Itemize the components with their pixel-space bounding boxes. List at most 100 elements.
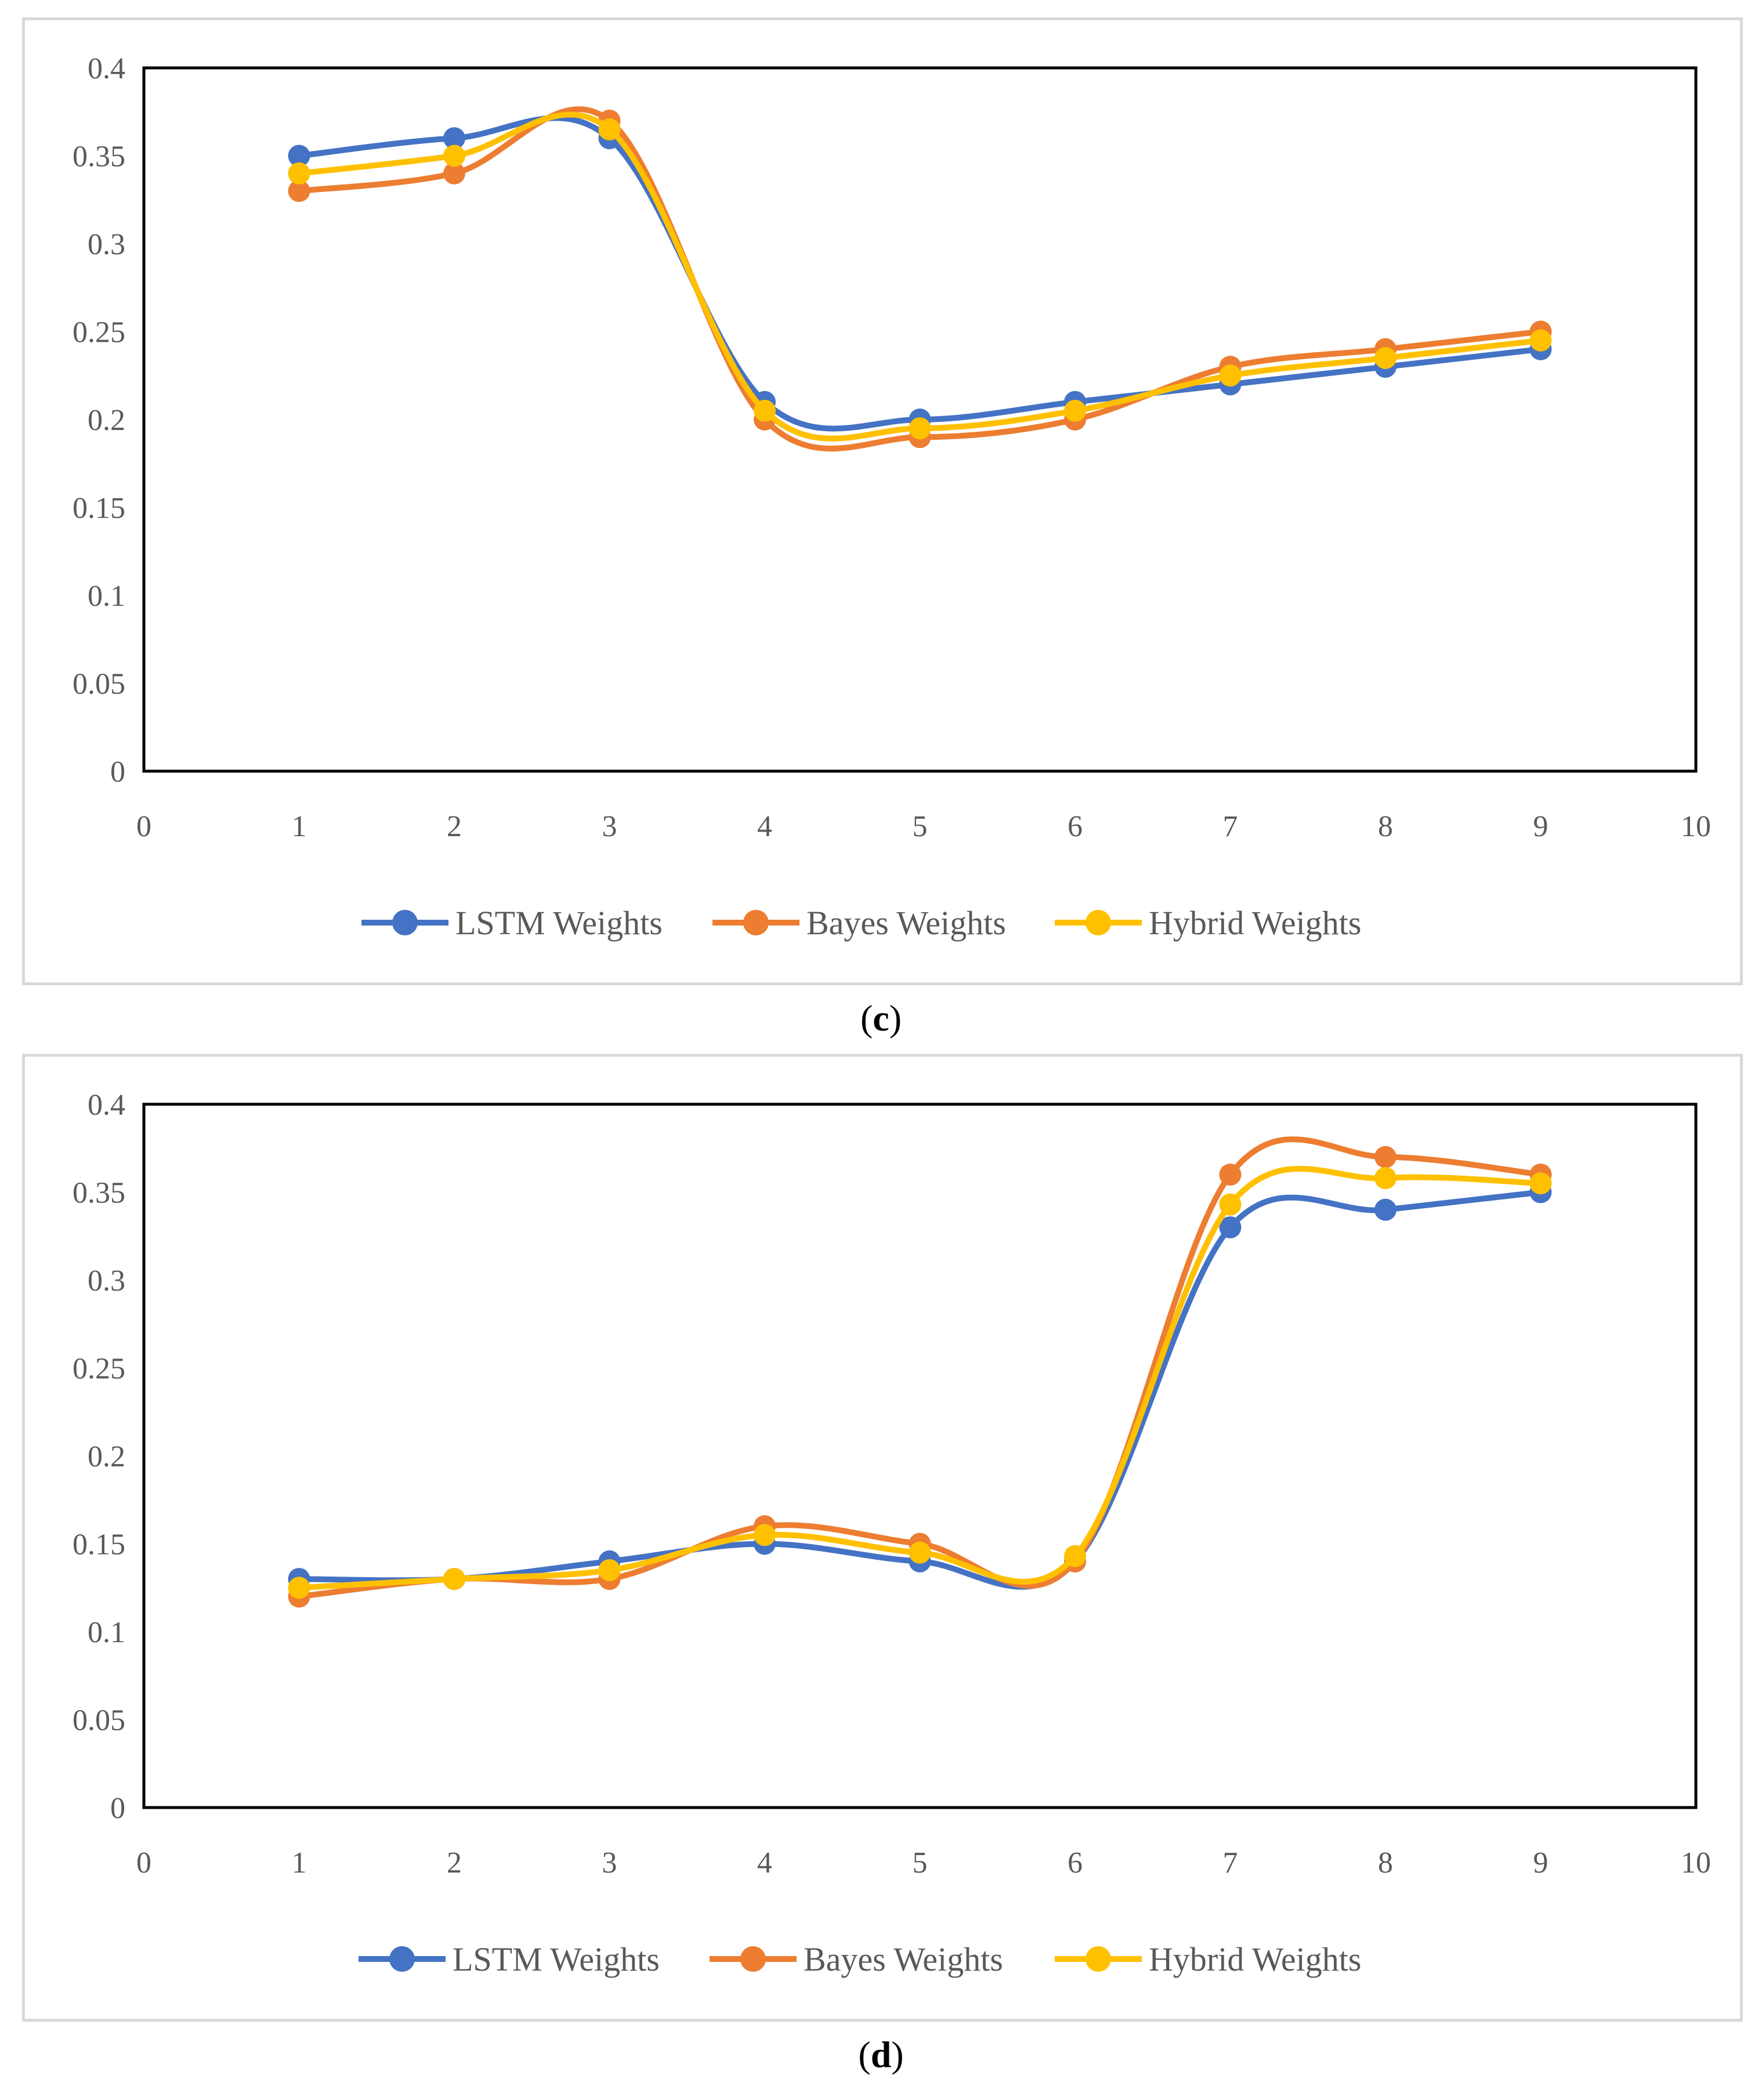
legend-label: LSTM Weights <box>453 1940 660 1978</box>
x-tick-label: 3 <box>602 1846 617 1879</box>
data-point <box>1219 364 1242 387</box>
data-point <box>1374 346 1396 369</box>
x-tick-label: 0 <box>136 810 151 843</box>
x-tick-label: 1 <box>292 1846 307 1879</box>
x-tick-label: 4 <box>757 810 772 843</box>
data-point <box>598 118 621 141</box>
legend-marker <box>1086 910 1111 935</box>
caption-d: (d) <box>858 2034 904 2075</box>
x-axis-c: 0 1 2 3 4 5 6 7 8 9 10 <box>136 810 1711 843</box>
series-hybrid-weights-c <box>288 111 1552 442</box>
y-tick-label: 0.2 <box>88 1440 125 1473</box>
legend-marker <box>389 1946 415 1972</box>
data-point <box>288 162 310 185</box>
caption-d-label: d <box>870 2034 892 2075</box>
x-tick-label: 4 <box>757 1846 772 1879</box>
legend-label: Bayes Weights <box>806 904 1006 942</box>
series-line <box>296 1189 1544 1590</box>
caption-c-label: c <box>873 997 889 1039</box>
data-point <box>1219 1193 1242 1216</box>
x-tick-label: 7 <box>1223 1846 1238 1879</box>
data-point <box>1529 1172 1552 1195</box>
x-tick-label: 6 <box>1068 810 1083 843</box>
data-point <box>443 1568 465 1591</box>
y-tick-label: 0.4 <box>88 52 125 85</box>
x-tick-label: 2 <box>447 1846 462 1879</box>
x-tick-label: 8 <box>1378 1846 1393 1879</box>
legend-marker <box>740 1946 766 1972</box>
x-tick-label: 5 <box>913 810 928 843</box>
y-tick-label: 0.25 <box>73 316 125 349</box>
x-tick-label: 9 <box>1533 810 1548 843</box>
data-point <box>288 180 310 203</box>
series-hybrid-weights-d <box>288 1166 1552 1599</box>
data-point <box>443 162 465 185</box>
y-tick-label: 0.15 <box>73 492 125 525</box>
data-point <box>288 1577 310 1599</box>
x-tick-label: 3 <box>602 810 617 843</box>
series-line <box>296 115 1544 432</box>
x-tick-label: 8 <box>1378 810 1393 843</box>
y-tick-label: 0.3 <box>88 228 125 261</box>
data-point <box>1064 1545 1086 1567</box>
x-tick-label: 10 <box>1681 1846 1711 1879</box>
y-tick-label: 0.25 <box>73 1353 125 1386</box>
x-axis-d: 0 1 2 3 4 5 6 7 8 9 10 <box>136 1846 1711 1879</box>
y-tick-label: 0 <box>110 1792 125 1825</box>
legend-marker <box>743 910 769 935</box>
x-tick-label: 1 <box>292 810 307 843</box>
x-tick-label: 2 <box>447 810 462 843</box>
y-tick-label: 0.35 <box>73 1177 125 1210</box>
series-line <box>296 1166 1544 1591</box>
x-tick-label: 6 <box>1068 1846 1083 1879</box>
series-line <box>296 111 1544 442</box>
data-point <box>909 417 931 440</box>
y-tick-label: 0 <box>110 756 125 789</box>
data-point <box>754 399 776 422</box>
x-tick-label: 0 <box>136 1846 151 1879</box>
data-point <box>443 144 465 167</box>
y-tick-label: 0.1 <box>88 1616 125 1649</box>
x-tick-label: 10 <box>1681 810 1711 843</box>
line-chart-c: 0 0.05 0.1 0.15 0.2 0.25 0.3 0.35 0.4 0 1 2 3 4 5 6 7 8 9 1… <box>73 52 1711 942</box>
data-point <box>598 1559 621 1581</box>
x-tick-label: 7 <box>1223 810 1238 843</box>
x-tick-label: 5 <box>913 1846 928 1879</box>
line-chart-d: 0 0.05 0.1 0.15 0.2 0.25 0.3 0.35 0.4 0 1 2 3 4 5 6 7 8 9 1… <box>73 1089 1711 1978</box>
caption-c: (c) <box>860 997 902 1039</box>
legend-label: Hybrid Weights <box>1149 1940 1361 1978</box>
legend-label: LSTM Weights <box>455 904 663 942</box>
data-point <box>1374 1167 1396 1190</box>
y-tick-label: 0.05 <box>73 1704 125 1737</box>
data-point <box>1374 1145 1396 1168</box>
legend-marker <box>1086 1946 1111 1972</box>
legend-label: Hybrid Weights <box>1149 904 1361 942</box>
y-axis-d: 0 0.05 0.1 0.15 0.2 0.25 0.3 0.35 0.4 <box>73 1089 125 1825</box>
data-point <box>1219 1216 1242 1239</box>
y-tick-label: 0.05 <box>73 668 125 701</box>
x-tick-label: 9 <box>1533 1846 1548 1879</box>
plot-area-d <box>142 1103 1698 1809</box>
legend-label: Bayes Weights <box>804 1940 1003 1978</box>
y-tick-label: 0.4 <box>88 1089 125 1122</box>
series-line <box>296 1136 1544 1600</box>
data-point <box>909 1541 931 1564</box>
chart-panel-d: 0 0.05 0.1 0.15 0.2 0.25 0.3 0.35 0.4 0 1 2 3 4 5 6 7 8 9 1… <box>22 1054 1743 2022</box>
y-tick-label: 0.3 <box>88 1264 125 1297</box>
y-tick-label: 0.1 <box>88 580 125 613</box>
data-point <box>1064 399 1086 422</box>
legend-marker <box>392 910 418 935</box>
chart-panel-c: 0 0.05 0.1 0.15 0.2 0.25 0.3 0.35 0.4 0 1 2 3 4 5 6 7 8 9 1… <box>22 17 1743 985</box>
data-point <box>443 127 465 150</box>
data-point <box>1374 1198 1396 1221</box>
data-point <box>754 1524 776 1546</box>
series-line <box>296 106 1544 452</box>
y-axis-c: 0 0.05 0.1 0.15 0.2 0.25 0.3 0.35 0.4 <box>73 52 125 789</box>
data-point <box>288 144 310 167</box>
y-tick-label: 0.35 <box>73 140 125 174</box>
data-point <box>1219 1163 1242 1186</box>
y-tick-label: 0.15 <box>73 1528 125 1562</box>
data-point <box>1529 329 1552 352</box>
legend-d: LSTM Weights Bayes Weights Hybrid Weights <box>359 1940 1361 1978</box>
y-tick-label: 0.2 <box>88 404 125 437</box>
